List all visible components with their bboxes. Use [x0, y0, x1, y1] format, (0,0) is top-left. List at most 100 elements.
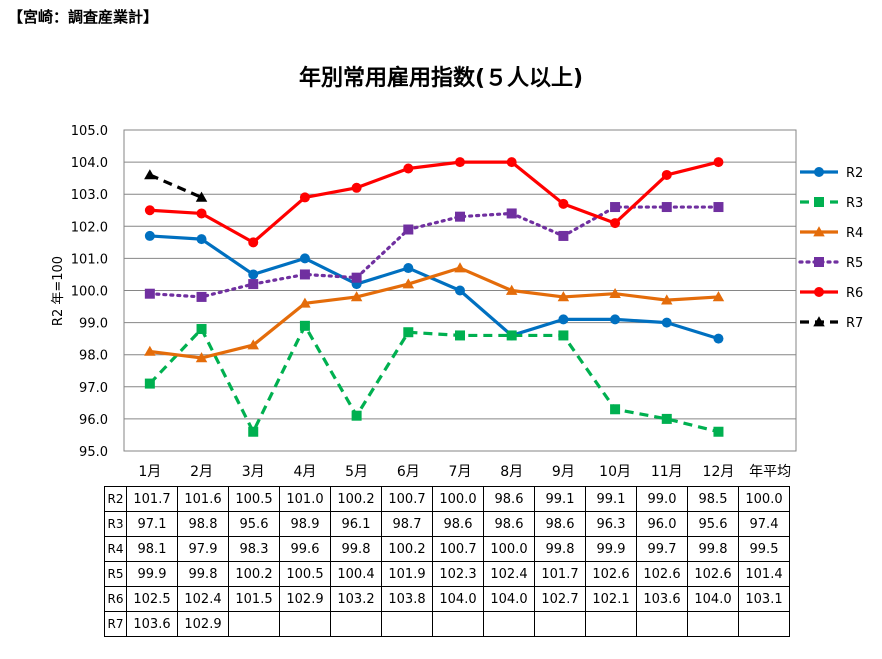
data-point-r4	[299, 297, 311, 308]
table-cell: 99.1	[585, 486, 637, 512]
data-point-r2	[558, 314, 569, 325]
data-point-r4	[350, 291, 363, 302]
table-cell: 99.9	[126, 561, 178, 587]
legend-marker	[814, 167, 824, 177]
series-lines	[144, 157, 725, 437]
series-r4	[144, 262, 725, 363]
table-cell: 98.6	[534, 511, 586, 537]
y-tick-label: 98.0	[79, 349, 108, 364]
data-point-r6	[299, 192, 310, 203]
data-point-r6	[558, 198, 569, 209]
table-cell: 98.7	[381, 511, 433, 537]
series-r7	[144, 169, 208, 202]
data-point-r6	[506, 157, 517, 168]
legend-marker	[814, 197, 824, 207]
table-cell: 103.6	[126, 611, 178, 637]
table-cell: 102.5	[126, 586, 178, 612]
data-point-r6	[661, 169, 672, 180]
table-cell	[483, 611, 535, 637]
table-row-header: R3	[104, 511, 127, 537]
table-cell: 98.6	[432, 511, 484, 537]
table-cell: 99.8	[534, 536, 586, 562]
legend-item-r2: R2	[800, 166, 863, 181]
data-point-r5	[196, 291, 207, 302]
y-axis-label: R2 年=100	[51, 256, 66, 326]
legend-marker	[813, 226, 825, 237]
table-cell: 97.4	[738, 511, 790, 537]
data-point-r4	[454, 262, 466, 273]
data-point-r2	[403, 263, 414, 274]
table-cell	[636, 611, 688, 637]
table-cell: 103.8	[381, 586, 433, 612]
legend-marker	[814, 287, 824, 297]
legend-item-r4: R4	[800, 226, 863, 241]
table-cell: 102.6	[636, 561, 688, 587]
plot-area-border	[123, 129, 797, 452]
table-cell: 95.6	[228, 511, 280, 537]
x-tick-label: 9月	[552, 464, 575, 480]
x-tick-labels: 1月 2月 3月 4月 5月 6月 7月 8月 9月 10月 11月 12月 年平均	[138, 464, 791, 480]
data-point-r2	[196, 234, 207, 245]
data-point-r3	[713, 426, 724, 437]
data-point-r4	[661, 294, 673, 305]
table-row: R3 97.1 98.8 95.6 98.9 96.1 98.7 98.6 98.6 98.6 96…	[104, 511, 790, 537]
legend-item-r6: R6	[800, 286, 863, 301]
data-point-r5	[248, 279, 259, 290]
series-line-r3	[148, 324, 719, 434]
x-tick-label: 5月	[345, 464, 368, 480]
series-line-r4	[149, 266, 719, 360]
table-cell: 104.0	[432, 586, 484, 612]
table-cell: 96.0	[636, 511, 688, 537]
series-r3	[144, 320, 724, 437]
data-table: R2 101.7 101.6 100.5 101.0 100.2 100.7 100.0 98.…	[104, 486, 790, 637]
data-point-r2	[144, 230, 155, 241]
data-point-r3	[299, 320, 310, 331]
table-row-header: R6	[104, 586, 127, 612]
series-line-r2	[149, 234, 719, 341]
x-tick-label: 1月	[138, 464, 161, 480]
table-cell: 102.4	[177, 586, 229, 612]
table-cell: 97.9	[177, 536, 229, 562]
table-cell: 99.9	[585, 536, 637, 562]
data-point-r5	[506, 208, 517, 219]
table-cell: 100.0	[738, 486, 790, 512]
table-cell: 101.0	[279, 486, 331, 512]
table-cell: 99.5	[738, 536, 790, 562]
legend-marker	[813, 316, 825, 327]
table-cell: 98.5	[687, 486, 739, 512]
data-point-r2	[713, 333, 724, 344]
table-cell: 104.0	[687, 586, 739, 612]
table-cell	[534, 611, 586, 637]
data-point-r5	[558, 230, 569, 241]
data-point-r5	[351, 272, 362, 283]
table-row-header: R4	[104, 536, 127, 562]
data-point-r3	[661, 413, 672, 424]
table-cell: 100.5	[228, 486, 280, 512]
series-r5	[144, 202, 724, 302]
table-cell: 99.0	[636, 486, 688, 512]
data-point-r6	[455, 157, 465, 168]
data-point-r2	[610, 314, 621, 325]
data-point-r4	[557, 291, 570, 302]
y-tick-label: 100.0	[71, 285, 108, 300]
table-cell: 102.9	[177, 611, 229, 637]
legend-label: R3	[846, 196, 863, 211]
table-cell: 103.6	[636, 586, 688, 612]
x-tick-label: 8月	[500, 464, 523, 480]
data-point-r7	[195, 191, 208, 202]
data-point-r4	[402, 278, 415, 289]
table-cell: 101.7	[126, 486, 178, 512]
table-cell	[738, 611, 790, 637]
table-cell: 101.4	[738, 561, 790, 587]
table-row: R2 101.7 101.6 100.5 101.0 100.2 100.7 100.0 98.…	[104, 486, 790, 512]
table-cell: 96.3	[585, 511, 637, 537]
data-point-r4	[247, 339, 259, 350]
data-point-r7	[144, 169, 156, 180]
legend-marker	[814, 257, 824, 267]
x-tick-label: 年平均	[749, 464, 791, 480]
x-tick-label: 7月	[449, 464, 472, 480]
data-point-r5	[610, 202, 621, 213]
table-cell: 96.1	[330, 511, 382, 537]
table-cell: 104.0	[483, 586, 535, 612]
y-tick-labels: 95.0 96.0 97.0 98.0 99.0 100.0 101.0 102.0 103.0…	[71, 124, 108, 460]
